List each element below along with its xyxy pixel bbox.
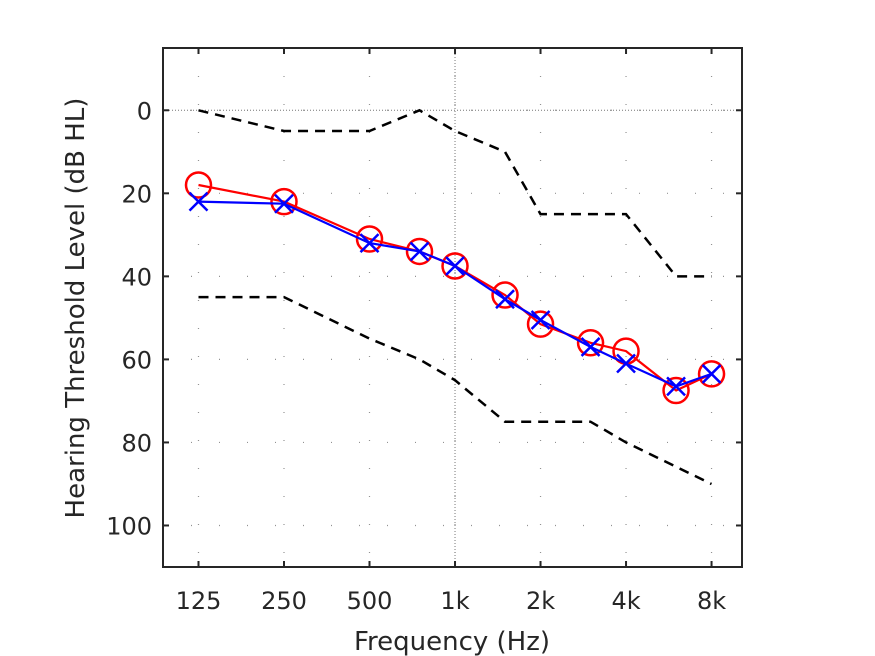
circle-marker [491,281,519,309]
circle-marker [405,237,434,266]
x-marker [359,233,380,254]
x-marker [616,353,636,374]
y-axis-title: Hearing Threshold Level (dB HL) [61,98,91,519]
circle-marker [526,310,555,338]
circle-marker [355,225,384,253]
x-tick-label: 500 [347,587,393,615]
series-line-0 [198,183,712,392]
plot-background [163,48,742,567]
x-marker [409,241,430,262]
x-marker [530,310,551,330]
x-tick-label: 1k [440,587,469,615]
circle-marker [184,171,213,199]
plot-area: 125 250 500 1k 2k 4k 8k 0 20 40 60 80 100 [106,47,743,615]
circle-marker [441,252,469,280]
circle-marker [576,329,605,357]
y-tick-label: 80 [121,429,152,457]
x-marker [701,364,722,384]
y-tick-label: 40 [121,263,152,291]
y-tick-label: 60 [121,346,152,374]
x-tick-label: 8k [697,587,726,615]
x-tick-label: 250 [261,587,307,615]
circle-marker [270,187,298,216]
x-marker [580,337,601,357]
normal-range-line-2 [198,108,712,278]
x-marker [445,256,465,276]
circle-marker [697,360,726,388]
x-tick-label: 125 [176,587,222,615]
x-tick-label: 2k [526,587,555,615]
plot-frame [162,47,743,568]
x-marker [495,289,515,310]
x-axis-title: Frequency (Hz) [354,627,550,656]
y-tick-label: 100 [106,512,152,540]
x-marker [274,193,294,214]
x-marker [188,191,209,212]
y-tick-label: 0 [137,97,152,125]
normal-range-line-3 [198,295,713,486]
x-tick-label: 4k [611,587,640,615]
circle-marker [662,376,690,405]
y-tick-label: 20 [121,180,152,208]
x-marker [666,376,686,397]
